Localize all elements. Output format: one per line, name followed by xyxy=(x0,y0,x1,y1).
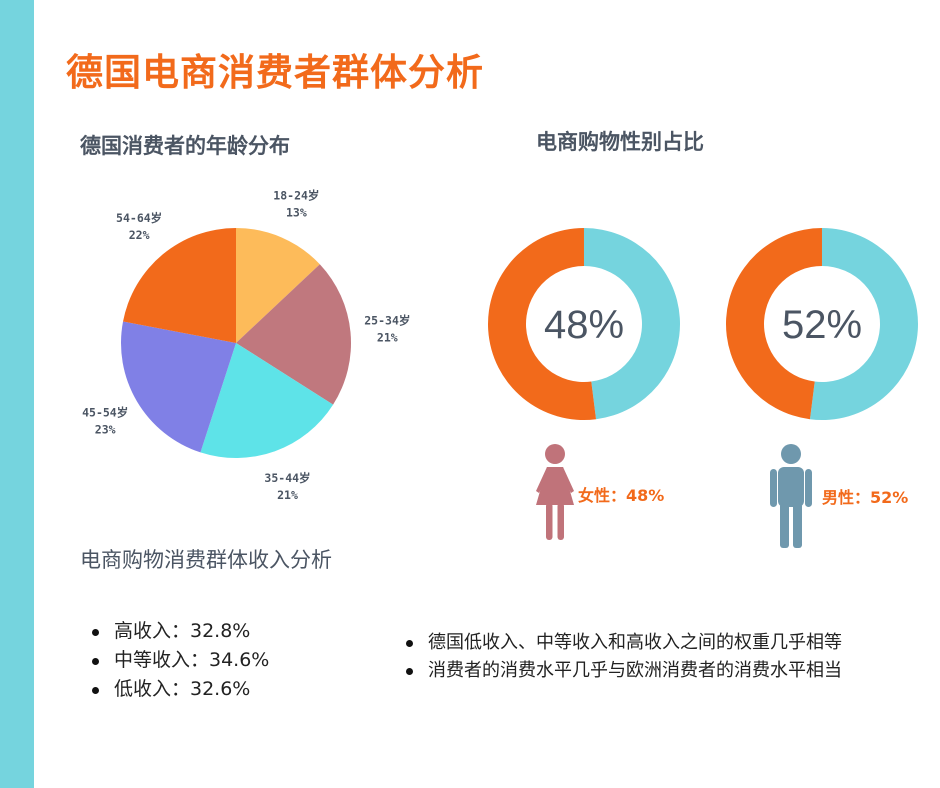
pie-value-label: 13% xyxy=(286,206,307,220)
pie-value-label: 22% xyxy=(129,228,150,242)
donut-segment xyxy=(488,228,597,420)
pie-value-label: 21% xyxy=(277,488,298,500)
pie-slice xyxy=(200,343,334,458)
income-item-high: 高收入：32.8% xyxy=(92,617,269,646)
pie-value-label: 21% xyxy=(377,331,398,345)
pie-slice xyxy=(236,228,320,343)
note-item: 德国低收入、中等收入和高收入之间的权重几乎相等 xyxy=(406,629,842,657)
notes-list: 德国低收入、中等收入和高收入之间的权重几乎相等 消费者的消费水平几乎与欧洲消费者… xyxy=(406,629,842,685)
pie-category-label: 18-24岁 xyxy=(273,189,319,203)
pie-category-label: 35-44岁 xyxy=(264,471,310,485)
pie-slice xyxy=(123,228,236,343)
male-donut-chart: 52% xyxy=(725,228,918,420)
pie-category-label: 25-34岁 xyxy=(364,314,410,328)
pie-value-label: 23% xyxy=(95,422,116,436)
donut-center-label: 48% xyxy=(544,303,624,347)
female-icon xyxy=(536,444,574,540)
income-item-low: 低收入：32.6% xyxy=(92,675,269,704)
female-donut-chart: 48% xyxy=(488,228,681,420)
donut-segment xyxy=(584,228,681,420)
income-list: 高收入：32.8% 中等收入：34.6% 低收入：32.6% xyxy=(92,617,269,704)
gender-ratio-title: 电商购物性别占比 xyxy=(536,130,704,154)
pie-category-label: 54-64岁 xyxy=(116,211,162,225)
note-item: 消费者的消费水平几乎与欧洲消费者的消费水平相当 xyxy=(406,657,842,685)
male-ratio-label: 男性：52% xyxy=(822,488,909,507)
side-accent-bar xyxy=(0,0,34,788)
pie-slice xyxy=(120,321,236,453)
donut-segment xyxy=(809,228,918,420)
age-pie-chart: 18-24岁 13% 25-34岁 21% 35-44岁 21% 45-54岁 23% 54-6… xyxy=(82,189,410,500)
age-distribution-title: 德国消费者的年龄分布 xyxy=(80,134,290,158)
pie-slice xyxy=(236,264,351,405)
donut-center-label: 52% xyxy=(782,303,862,347)
income-item-middle: 中等收入：34.6% xyxy=(92,646,269,675)
pie-category-label: 45-54岁 xyxy=(82,405,128,419)
donut-segment xyxy=(725,228,822,420)
male-icon xyxy=(770,444,812,548)
page-title: 德国电商消费者群体分析 xyxy=(66,51,484,94)
income-analysis-title: 电商购物消费群体收入分析 xyxy=(80,548,332,572)
female-ratio-label: 女性：48% xyxy=(578,486,665,505)
